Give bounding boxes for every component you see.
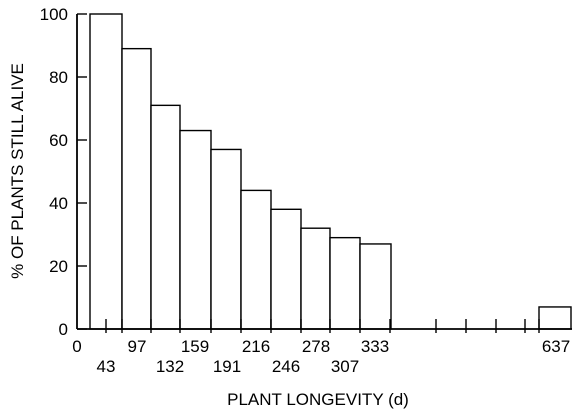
bar-307 [329, 236, 361, 330]
x-tick-label-307: 307 [331, 357, 359, 376]
y-tick-label-0: 0 [59, 320, 68, 339]
bar-132 [150, 104, 181, 330]
bar-191 [210, 148, 242, 330]
y-axis-title: % OF PLANTS STILL ALIVE [8, 63, 27, 279]
bar-43 [89, 13, 123, 330]
bar-637 [538, 306, 572, 330]
x-tick-label-246: 246 [272, 357, 300, 376]
x-tick-label-132: 132 [156, 357, 184, 376]
x-tick-label-637: 637 [542, 337, 570, 356]
bar-333 [359, 243, 392, 330]
bar-97 [121, 47, 152, 330]
x-tick-label-216: 216 [242, 337, 270, 356]
bar-216 [240, 189, 272, 330]
x-tick-label-0: 0 [72, 337, 81, 356]
y-tick-label-60: 60 [49, 131, 68, 150]
x-axis-title: PLANT LONGEVITY (d) [227, 390, 409, 409]
y-tick-label-100: 100 [40, 5, 68, 24]
x-tick-label-191: 191 [213, 357, 241, 376]
x-tick-label-43: 43 [97, 357, 116, 376]
y-tick-label-80: 80 [49, 68, 68, 87]
x-tick-label-159: 159 [181, 337, 209, 356]
x-tick-label-97: 97 [128, 337, 147, 356]
bar-246 [270, 208, 302, 330]
y-tick-label-40: 40 [49, 194, 68, 213]
y-axis: 0 20 40 60 80 100 [40, 5, 87, 339]
y-tick-label-20: 20 [49, 257, 68, 276]
x-tick-label-333: 333 [361, 337, 389, 356]
bar-159 [179, 129, 212, 330]
bars-group [89, 13, 572, 330]
bar-278 [300, 227, 331, 330]
x-tick-label-278: 278 [302, 337, 330, 356]
x-axis: 0 97 159 216 278 333 637 43 132 191 246 307 [72, 319, 572, 376]
